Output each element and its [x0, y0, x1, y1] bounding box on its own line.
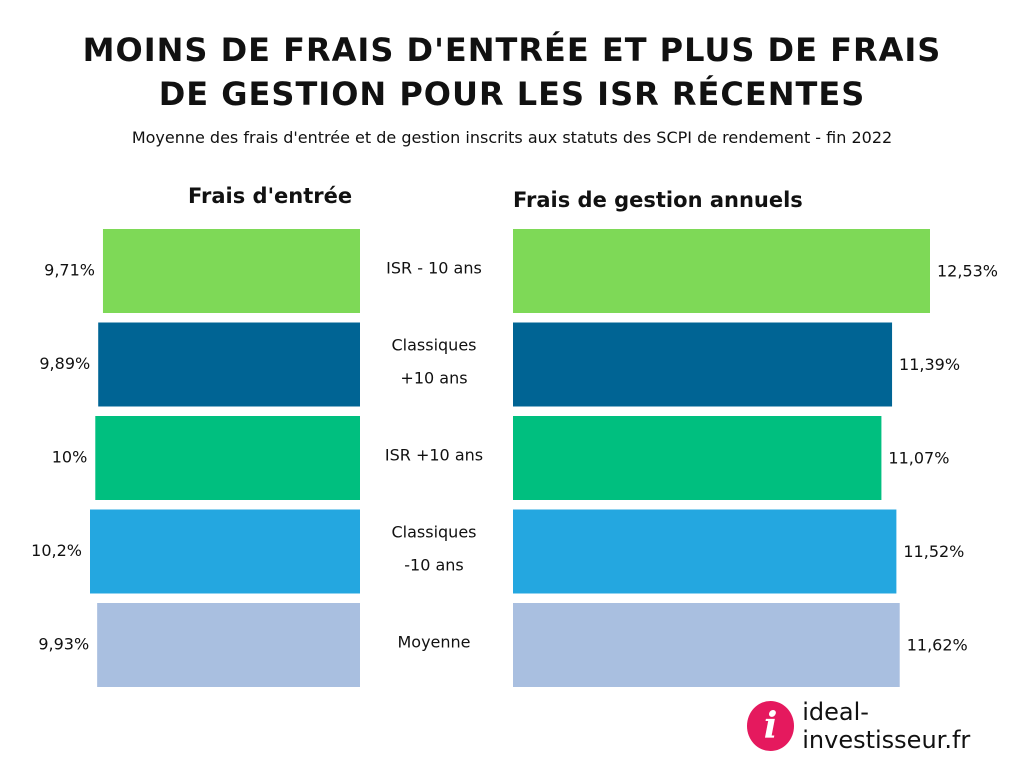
right-bar [513, 416, 882, 500]
right-bar-value-label: 11,39% [899, 355, 960, 374]
right-panel-title: Frais de gestion annuels [513, 188, 803, 212]
right-bar [513, 509, 897, 594]
left-bar [98, 322, 361, 407]
chart-title-line-1: MOINS DE FRAIS D'ENTRÉE ET PLUS DE FRAIS [82, 31, 942, 69]
chart-title-line-2: DE GESTION POUR LES ISR RÉCENTES [158, 75, 866, 113]
left-bar-value-label: 9,89% [39, 354, 90, 373]
left-bar-group: 9,71% 9,89% 10% 10,2% 9,93% [31, 229, 361, 687]
left-panel-title: Frais d'entrée [188, 184, 353, 208]
left-bar-value-label: 9,93% [38, 635, 89, 654]
right-bar-group: 12,53% 11,39% 11,07% 11,52% 11,62% [513, 229, 998, 687]
chart-subtitle: Moyenne des frais d'entrée et de gestion… [131, 128, 893, 147]
category-label: Classiques [391, 336, 476, 355]
info-icon: i [747, 701, 795, 751]
category-label: Moyenne [397, 633, 470, 652]
site-logo-text: ideal-investisseur.fr [802, 698, 971, 754]
left-bar [97, 603, 360, 687]
right-bar [513, 603, 900, 687]
category-label: ISR - 10 ans [386, 259, 482, 278]
category-label: -10 ans [404, 556, 464, 575]
right-bar-value-label: 12,53% [937, 262, 998, 281]
category-label: ISR +10 ans [385, 446, 483, 465]
right-bar-value-label: 11,62% [907, 636, 968, 655]
right-bar-value-label: 11,07% [888, 449, 949, 468]
left-bar [95, 416, 360, 500]
left-bar-value-label: 10,2% [31, 541, 82, 560]
right-bar-value-label: 11,52% [903, 542, 964, 561]
right-bar [513, 229, 930, 313]
site-logo: i ideal-investisseur.fr [747, 698, 1024, 754]
category-label: +10 ans [400, 369, 467, 388]
left-bar [90, 509, 360, 594]
category-label-group: ISR - 10 ans Classiques +10 ans ISR +10 ans… [385, 259, 483, 652]
chart-title: MOINS DE FRAIS D'ENTRÉE ET PLUS DE FRAIS… [0, 28, 1024, 116]
left-bar-value-label: 9,71% [44, 261, 95, 280]
left-bar-value-label: 10% [52, 448, 88, 467]
right-bar [513, 322, 893, 407]
left-bar [102, 229, 361, 313]
category-label: Classiques [391, 523, 476, 542]
